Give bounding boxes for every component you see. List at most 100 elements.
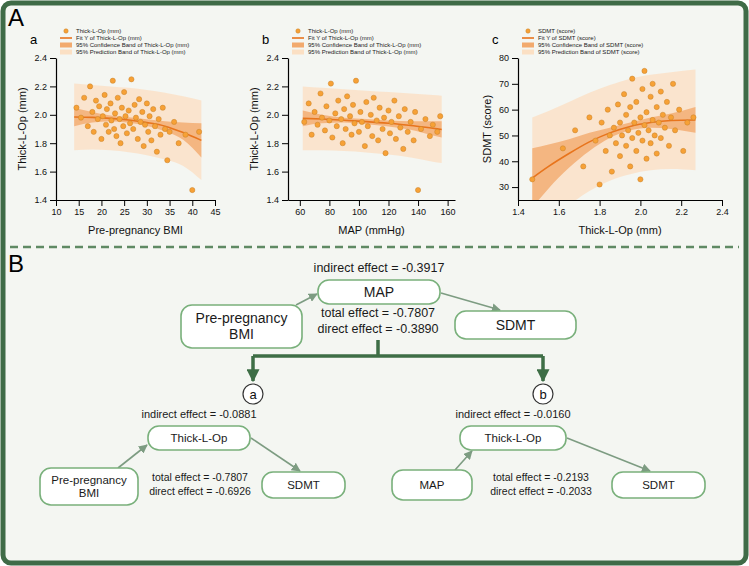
tick-mark	[124, 200, 125, 206]
tick: 120	[381, 200, 396, 217]
tick-label: 160	[441, 207, 456, 217]
point	[371, 95, 376, 100]
legend-symbol	[60, 50, 72, 55]
x-axis: 1.41.61.82.02.22.4	[512, 200, 729, 217]
tick-label: 2.4	[716, 207, 729, 217]
point	[74, 105, 79, 110]
point	[190, 187, 195, 192]
point	[359, 119, 364, 124]
tick-label: 1.4	[512, 207, 525, 217]
tick: 45	[210, 200, 220, 217]
legend-symbol	[64, 29, 68, 33]
legend-symbol	[60, 37, 72, 39]
point	[370, 134, 375, 139]
legend-symbol	[522, 50, 534, 55]
point	[560, 146, 565, 151]
plot-area	[302, 78, 443, 193]
point	[343, 126, 348, 131]
point	[681, 148, 686, 153]
point	[408, 119, 413, 124]
point	[593, 138, 598, 143]
point	[350, 102, 355, 107]
path-arrow	[567, 438, 650, 471]
point	[127, 121, 132, 126]
point	[318, 91, 323, 96]
tick-mark	[681, 200, 682, 206]
point	[396, 114, 401, 119]
point	[642, 123, 647, 128]
point	[160, 105, 165, 110]
tick-label: 140	[411, 207, 426, 217]
point	[621, 92, 626, 97]
effect-label: direct effect = -0.2033	[490, 485, 592, 497]
point	[573, 128, 578, 133]
point	[110, 78, 115, 83]
point	[634, 148, 639, 153]
tick-mark	[50, 200, 56, 201]
tick-label: 2.0	[266, 110, 279, 120]
point	[412, 109, 417, 114]
tick: 2.4	[716, 200, 729, 217]
axis-line	[288, 59, 289, 201]
tick-label: 30	[142, 207, 152, 217]
tick: 30	[142, 200, 152, 217]
point	[411, 138, 416, 143]
tick: 40	[499, 157, 518, 167]
point	[115, 95, 120, 100]
point	[685, 120, 690, 125]
point	[306, 101, 311, 106]
point	[605, 107, 610, 112]
point	[327, 118, 332, 123]
point	[609, 169, 614, 174]
tick: 1.4	[34, 195, 56, 205]
legend: Thick-L-Op (mm)Fit Y of Thick-L-Op (mm)9…	[292, 28, 421, 55]
point	[402, 107, 407, 112]
axis-line	[289, 200, 456, 201]
point	[619, 133, 624, 138]
legend-label: Fit Y of Thick-L-Op (mm)	[76, 35, 142, 41]
tick-mark	[512, 161, 518, 162]
tick-mark	[282, 115, 288, 116]
tick-label: 20	[97, 207, 107, 217]
node-label: MAP	[420, 479, 445, 491]
point	[183, 132, 188, 137]
tick: 1.8	[266, 139, 288, 149]
tick: 100	[352, 200, 367, 217]
sub-label: b	[539, 387, 546, 402]
point	[638, 177, 643, 182]
point	[147, 114, 152, 119]
point	[660, 112, 665, 117]
point	[365, 124, 370, 129]
point	[646, 128, 651, 133]
tick-label: 40	[499, 157, 509, 167]
point	[615, 102, 620, 107]
point	[99, 136, 104, 141]
node-label: Thick-L-Op	[485, 432, 542, 444]
point	[312, 109, 317, 114]
point	[114, 134, 119, 139]
tick-mark	[600, 200, 601, 206]
point	[340, 141, 345, 146]
point	[393, 136, 398, 141]
point	[132, 102, 137, 107]
point	[368, 112, 373, 117]
point	[112, 126, 117, 131]
point	[415, 187, 420, 192]
node-box	[148, 426, 250, 450]
axis-line	[56, 59, 57, 201]
tick: 15	[74, 200, 84, 217]
point	[119, 105, 124, 110]
point	[597, 182, 602, 187]
point	[334, 124, 339, 129]
tick-label: 50	[499, 131, 509, 141]
point	[401, 146, 406, 151]
tick-mark	[300, 200, 301, 206]
point	[677, 107, 682, 112]
legend-symbol	[296, 29, 300, 33]
tick-label: 2.2	[34, 82, 47, 92]
divider	[10, 246, 739, 249]
fit-line	[532, 120, 695, 178]
point	[109, 118, 114, 123]
point	[398, 125, 403, 130]
tick: 2.0	[266, 110, 288, 120]
